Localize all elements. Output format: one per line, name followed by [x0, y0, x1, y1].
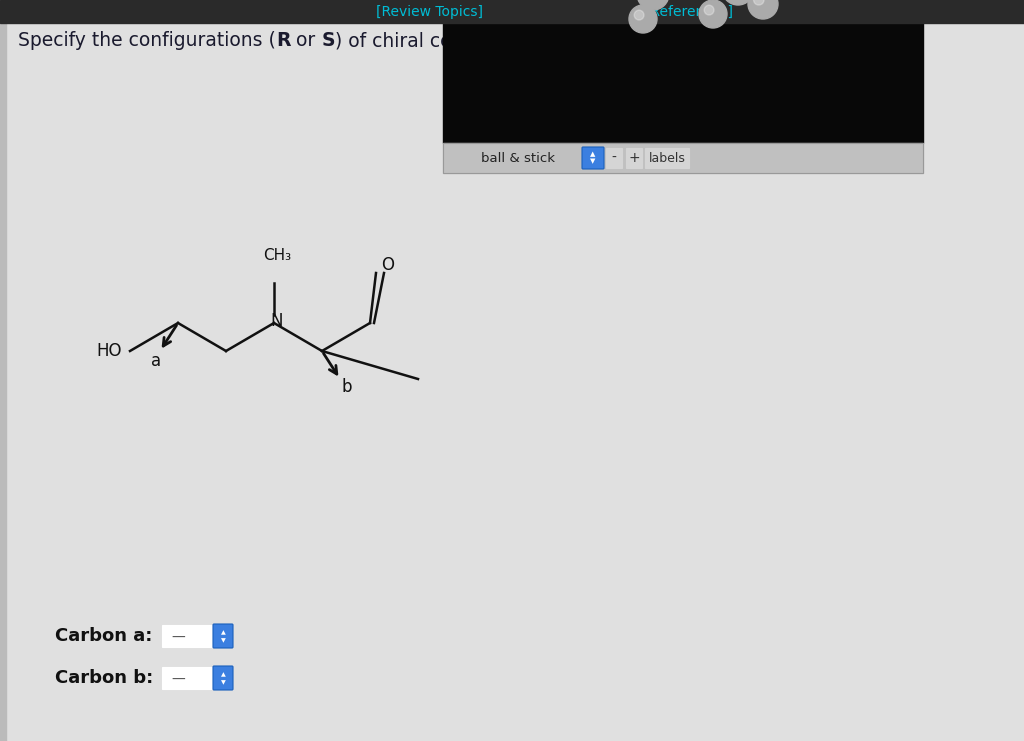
Text: ball & stick: ball & stick [481, 151, 555, 165]
Text: ▲: ▲ [590, 151, 596, 157]
Bar [645, 148, 689, 168]
Text: and: and [519, 32, 566, 50]
Text: R: R [275, 32, 291, 50]
Text: b: b [342, 378, 352, 396]
Circle shape [705, 5, 714, 15]
Bar [443, 143, 923, 173]
Text: [References]: [References] [646, 5, 734, 19]
Circle shape [634, 10, 644, 20]
Bar [443, 143, 923, 173]
Bar [0, 23, 6, 741]
FancyBboxPatch shape [213, 666, 233, 690]
Bar [626, 148, 642, 168]
Text: ▼: ▼ [590, 159, 596, 165]
Circle shape [754, 0, 764, 5]
Text: a: a [506, 32, 519, 50]
Bar [162, 667, 212, 689]
Circle shape [699, 0, 727, 28]
Text: a: a [151, 352, 161, 370]
Text: labels: labels [648, 151, 685, 165]
Text: ▲: ▲ [220, 673, 225, 677]
Text: or: or [291, 32, 322, 50]
Text: -: - [611, 151, 616, 165]
Text: O: O [382, 256, 394, 274]
Circle shape [722, 0, 754, 5]
Text: Specify the configurations (: Specify the configurations ( [18, 32, 275, 50]
Circle shape [629, 5, 657, 33]
Text: Carbon a:: Carbon a: [55, 627, 153, 645]
Bar [0, 0, 1024, 23]
Text: —: — [171, 631, 185, 645]
Circle shape [637, 0, 669, 10]
FancyBboxPatch shape [213, 624, 233, 648]
Text: ▲: ▲ [220, 631, 225, 636]
Text: ▼: ▼ [220, 639, 225, 643]
Text: ) of chiral centers: ) of chiral centers [335, 32, 506, 50]
Text: CH₃: CH₃ [263, 248, 291, 263]
Text: ▼: ▼ [220, 680, 225, 685]
Text: in the chem3D structure below.: in the chem3D structure below. [580, 32, 881, 50]
Text: b: b [566, 32, 580, 50]
Text: Carbon b:: Carbon b: [55, 669, 154, 687]
Bar [443, 0, 923, 143]
Bar [606, 148, 622, 168]
Circle shape [748, 0, 778, 19]
Text: [Review Topics]: [Review Topics] [377, 5, 483, 19]
Text: —: — [171, 673, 185, 687]
Bar [162, 625, 212, 647]
Text: N: N [270, 312, 284, 330]
Text: +: + [628, 151, 640, 165]
Text: HO: HO [96, 342, 122, 360]
Text: S: S [322, 32, 335, 50]
FancyBboxPatch shape [582, 147, 604, 169]
